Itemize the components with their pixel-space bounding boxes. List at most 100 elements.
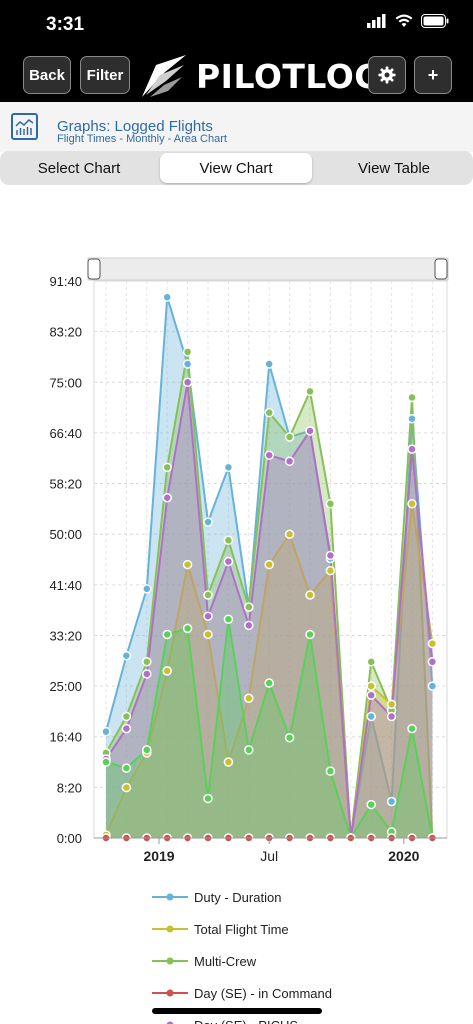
data-point — [223, 535, 234, 546]
status-time: 3:31 — [46, 14, 85, 35]
data-point — [203, 611, 213, 621]
data-point — [101, 757, 111, 767]
y-tick-label: 58:20 — [49, 477, 82, 492]
chart-icon — [11, 113, 38, 140]
legend-marker — [166, 893, 174, 901]
x-tick-label: 2019 — [143, 848, 174, 864]
data-point — [203, 793, 213, 804]
data-point — [203, 517, 213, 527]
data-point — [162, 629, 172, 640]
legend-label: Duty - Duration — [194, 890, 281, 905]
legend-label: Total Flight Time — [194, 922, 289, 937]
data-point — [407, 723, 417, 734]
data-point — [121, 711, 132, 722]
data-point — [162, 292, 172, 302]
series-area — [106, 503, 433, 838]
data-point — [142, 584, 152, 594]
data-point — [325, 766, 336, 776]
y-tick-label: 0:00 — [57, 831, 82, 846]
data-point — [264, 450, 274, 460]
data-point — [244, 602, 254, 612]
data-point — [203, 629, 213, 640]
data-point — [182, 559, 193, 570]
view-segmented-control: Select Chart View Chart View Table — [0, 151, 473, 185]
data-point — [223, 462, 234, 473]
data-point — [284, 732, 295, 743]
data-point — [142, 669, 152, 679]
data-point — [284, 432, 295, 442]
series-area — [106, 382, 433, 838]
data-point — [325, 499, 336, 509]
add-button[interactable]: + — [414, 56, 452, 94]
data-point — [407, 413, 417, 424]
data-point — [203, 590, 213, 600]
tab-view-table[interactable]: View Table — [358, 159, 430, 177]
status-icons — [367, 14, 449, 28]
legend-label: Day (SE) - in Command — [194, 986, 332, 1001]
y-tick-label: 66:40 — [49, 426, 82, 441]
data-point — [325, 565, 336, 576]
legend-label: Multi-Crew — [194, 954, 257, 969]
data-point — [223, 614, 234, 625]
range-slider — [87, 257, 449, 281]
data-point — [386, 711, 397, 722]
data-point — [121, 723, 132, 734]
data-point — [244, 745, 254, 755]
wifi-icon — [395, 14, 413, 27]
gear-icon — [378, 66, 396, 84]
filter-button[interactable]: Filter — [80, 56, 130, 94]
data-point — [366, 799, 376, 810]
data-point — [162, 666, 172, 676]
data-point — [366, 681, 376, 691]
data-point — [244, 620, 254, 631]
pilotlog-emblem-icon — [142, 55, 186, 97]
data-point — [223, 757, 234, 767]
y-tick-label: 75:00 — [49, 375, 82, 390]
page-title: Graphs: Logged Flights — [57, 118, 213, 135]
data-point — [182, 377, 193, 388]
status-bar: 3:31 — [0, 0, 473, 50]
pilotlog-logo: PILOTLOG — [136, 50, 381, 102]
y-tick-label: 16:40 — [49, 730, 82, 745]
data-point — [121, 650, 132, 661]
data-point — [366, 657, 376, 667]
legend-marker — [166, 1021, 174, 1024]
data-point — [366, 711, 376, 722]
data-point — [264, 359, 274, 369]
tab-select-chart[interactable]: Select Chart — [37, 159, 121, 177]
data-point — [427, 638, 438, 649]
series-area — [106, 351, 433, 838]
y-tick-label: 50:00 — [49, 527, 82, 542]
data-point — [305, 426, 315, 436]
signal-icon — [367, 14, 386, 28]
data-point — [325, 550, 336, 561]
data-point — [284, 529, 295, 539]
data-point — [264, 559, 274, 570]
data-point — [407, 499, 417, 509]
data-point — [162, 492, 172, 503]
home-indicator — [152, 1008, 322, 1014]
data-point — [386, 699, 397, 710]
series-area — [106, 619, 433, 838]
settings-button[interactable] — [368, 56, 406, 94]
legend-label: Day (SE) - PICUS — [194, 1018, 298, 1024]
y-tick-label: 33:20 — [49, 628, 82, 643]
data-point — [142, 745, 152, 755]
legend-marker — [166, 925, 174, 933]
data-point — [162, 462, 172, 473]
logo-text: PILOTLOG — [196, 57, 382, 96]
tab-view-chart[interactable]: View Chart — [160, 153, 312, 183]
data-point — [427, 681, 438, 691]
range-handle-left — [87, 258, 101, 280]
data-point — [427, 657, 438, 667]
x-tick-label: Jul — [260, 848, 278, 864]
data-point — [244, 693, 254, 703]
nav-bar: Back Filter PILOTLOG + — [0, 50, 473, 102]
y-tick-label: 8:20 — [57, 780, 82, 795]
data-point — [101, 726, 111, 737]
back-button[interactable]: Back — [23, 56, 71, 94]
data-point — [284, 456, 295, 467]
data-point — [305, 386, 315, 397]
range-handle-right — [434, 258, 448, 280]
page-subtitle: Flight Times - Monthly - Area Chart — [57, 133, 227, 145]
